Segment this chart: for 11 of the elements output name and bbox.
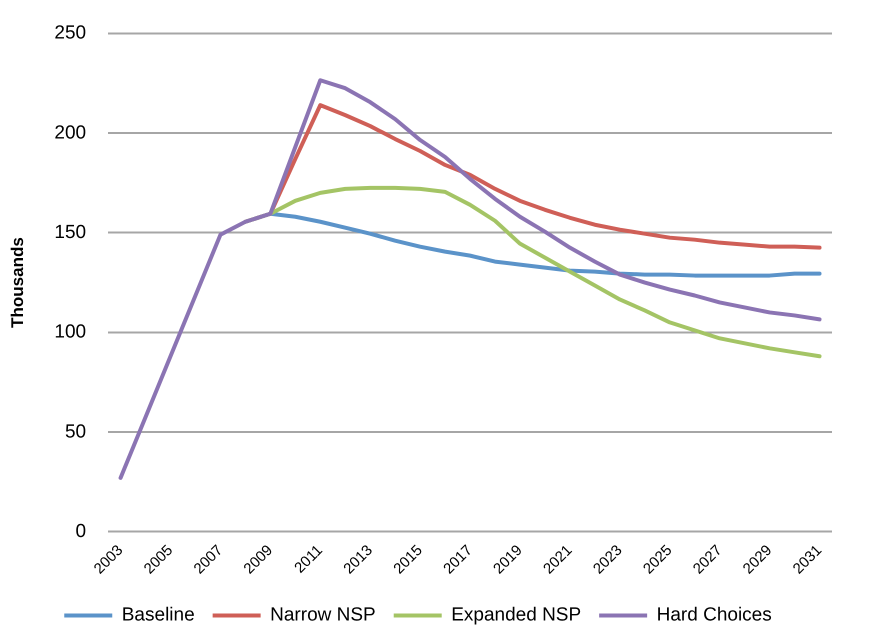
y-tick-label: 100 — [54, 322, 86, 343]
legend-label: Baseline — [122, 604, 195, 626]
legend-label: Expanded NSP — [451, 604, 582, 626]
y-tick-label: 200 — [54, 122, 86, 144]
y-tick-label: 0 — [76, 520, 86, 542]
legend-label: Hard Choices — [656, 604, 772, 626]
legend-label: Narrow NSP — [270, 604, 376, 626]
y-tick-label: 150 — [54, 222, 86, 243]
y-axis-title: Thousands — [8, 237, 27, 328]
y-tick-label: 250 — [54, 22, 86, 44]
y-tick-label: 50 — [64, 421, 86, 442]
